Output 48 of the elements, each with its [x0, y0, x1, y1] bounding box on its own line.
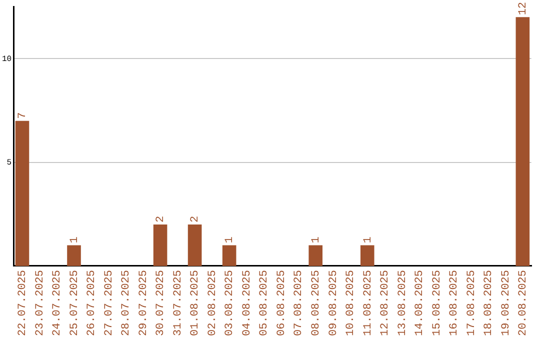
data-label: 1: [362, 236, 374, 244]
x-tick-label: 01.08.2025: [190, 270, 202, 336]
x-tick-label: 29.07.2025: [138, 270, 150, 336]
x-tick-label: 17.08.2025: [466, 270, 478, 336]
x-tick-label: 08.08.2025: [310, 270, 322, 336]
data-label: 1: [310, 236, 322, 244]
bar: [360, 245, 374, 266]
y-tick-label: 10: [2, 54, 12, 64]
data-label: 2: [190, 216, 202, 223]
x-tick-label: 15.08.2025: [431, 270, 444, 336]
data-label: 7: [17, 112, 30, 119]
x-tick-label: 23.07.2025: [34, 270, 46, 336]
x-tick-label: 05.08.2025: [258, 270, 271, 336]
x-tick-label: 07.08.2025: [293, 270, 306, 336]
x-tick-label: 22.07.2025: [17, 270, 30, 336]
x-tick-label: 25.07.2025: [68, 270, 81, 336]
bar: [153, 224, 168, 266]
y-tick-label: 5: [6, 158, 12, 168]
x-tick-label: 04.08.2025: [241, 270, 254, 336]
bar: [222, 245, 236, 266]
bar: [188, 224, 202, 266]
bar: [15, 120, 30, 266]
bar: [308, 245, 322, 266]
x-tick-label: 10.08.2025: [345, 270, 358, 336]
x-tick-label: 09.08.2025: [328, 270, 340, 336]
x-tick-label: 16.08.2025: [448, 270, 461, 336]
data-label: 2: [155, 216, 168, 223]
data-label: 1: [68, 236, 81, 244]
x-tick-label: 02.08.2025: [206, 270, 219, 336]
x-tick-label: 26.07.2025: [86, 270, 98, 336]
x-tick-label: 12.08.2025: [380, 270, 392, 336]
x-tick-label: 30.07.2025: [155, 270, 168, 336]
x-tick-label: 19.08.2025: [500, 270, 512, 336]
x-tick-label: 31.07.2025: [172, 270, 184, 336]
data-label: 1: [224, 236, 236, 244]
x-tick-label: 11.08.2025: [362, 270, 374, 336]
x-tick-label: 20.08.2025: [518, 270, 530, 336]
x-tick-label: 14.08.2025: [414, 270, 426, 336]
bar: [516, 17, 530, 266]
x-tick-label: 13.08.2025: [396, 270, 409, 336]
x-tick-label: 18.08.2025: [483, 270, 496, 336]
data-label: 12: [518, 2, 530, 16]
bar: [67, 245, 81, 266]
x-tick-label: 06.08.2025: [276, 270, 288, 336]
x-tick-label: 03.08.2025: [224, 270, 236, 336]
x-tick-label: 28.07.2025: [120, 270, 133, 336]
x-tick-label: 24.07.2025: [52, 270, 64, 336]
x-tick-label: 27.07.2025: [103, 270, 116, 336]
